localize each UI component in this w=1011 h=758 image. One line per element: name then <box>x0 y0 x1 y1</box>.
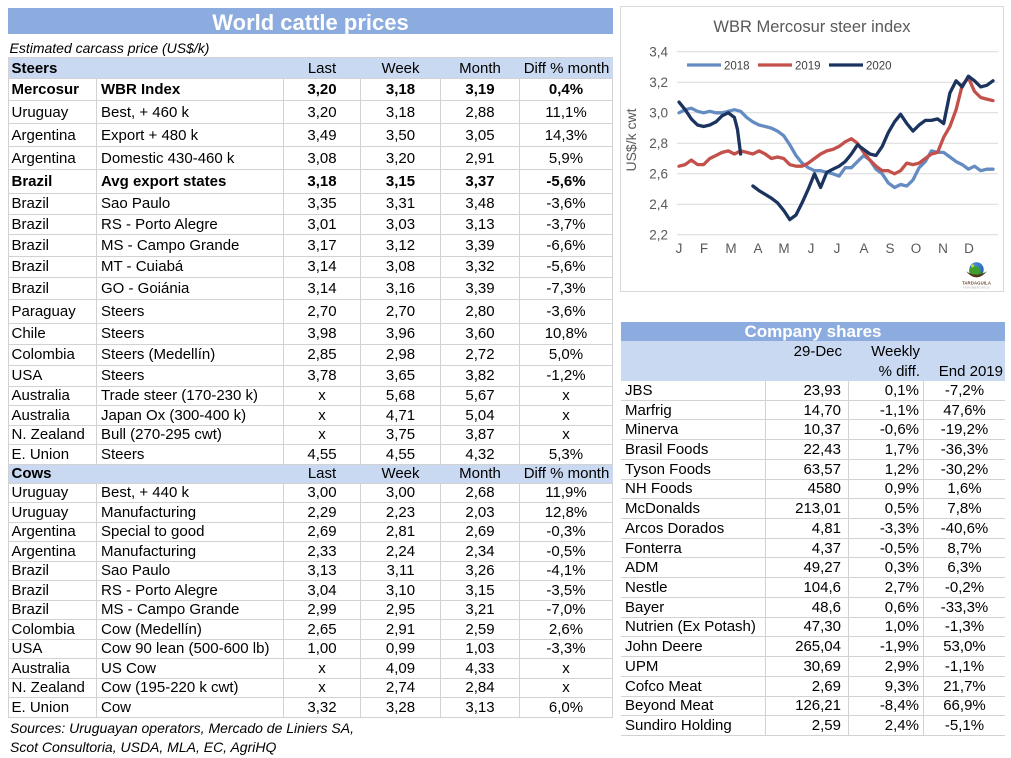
svg-text:2,4: 2,4 <box>649 197 668 212</box>
svg-text:M: M <box>778 241 789 256</box>
svg-text:2,2: 2,2 <box>649 227 668 242</box>
svg-text:J: J <box>676 241 683 256</box>
svg-text:2018: 2018 <box>724 61 750 73</box>
svg-text:A: A <box>753 241 762 256</box>
svg-text:A: A <box>859 241 868 256</box>
svg-text:J: J <box>834 241 841 256</box>
svg-text:F: F <box>700 241 708 256</box>
svg-text:WBR Mercosur steer index: WBR Mercosur steer index <box>713 18 911 36</box>
svg-text:AGROMERCADOS: AGROMERCADOS <box>963 285 990 289</box>
svg-text:US$/k cwt: US$/k cwt <box>623 108 639 171</box>
svg-text:3,2: 3,2 <box>649 75 668 90</box>
svg-text:2,6: 2,6 <box>649 166 668 181</box>
svg-text:2020: 2020 <box>866 61 892 73</box>
svg-text:D: D <box>964 241 974 256</box>
svg-text:M: M <box>725 241 736 256</box>
svg-text:2019: 2019 <box>795 61 821 73</box>
svg-text:N: N <box>938 241 948 256</box>
svg-text:2,8: 2,8 <box>649 136 668 151</box>
svg-text:TARDAGUILA: TARDAGUILA <box>962 281 991 286</box>
svg-text:3,0: 3,0 <box>649 105 668 120</box>
svg-text:J: J <box>808 241 815 256</box>
svg-text:S: S <box>885 241 894 256</box>
svg-text:O: O <box>911 241 922 256</box>
svg-text:3,4: 3,4 <box>649 44 668 59</box>
